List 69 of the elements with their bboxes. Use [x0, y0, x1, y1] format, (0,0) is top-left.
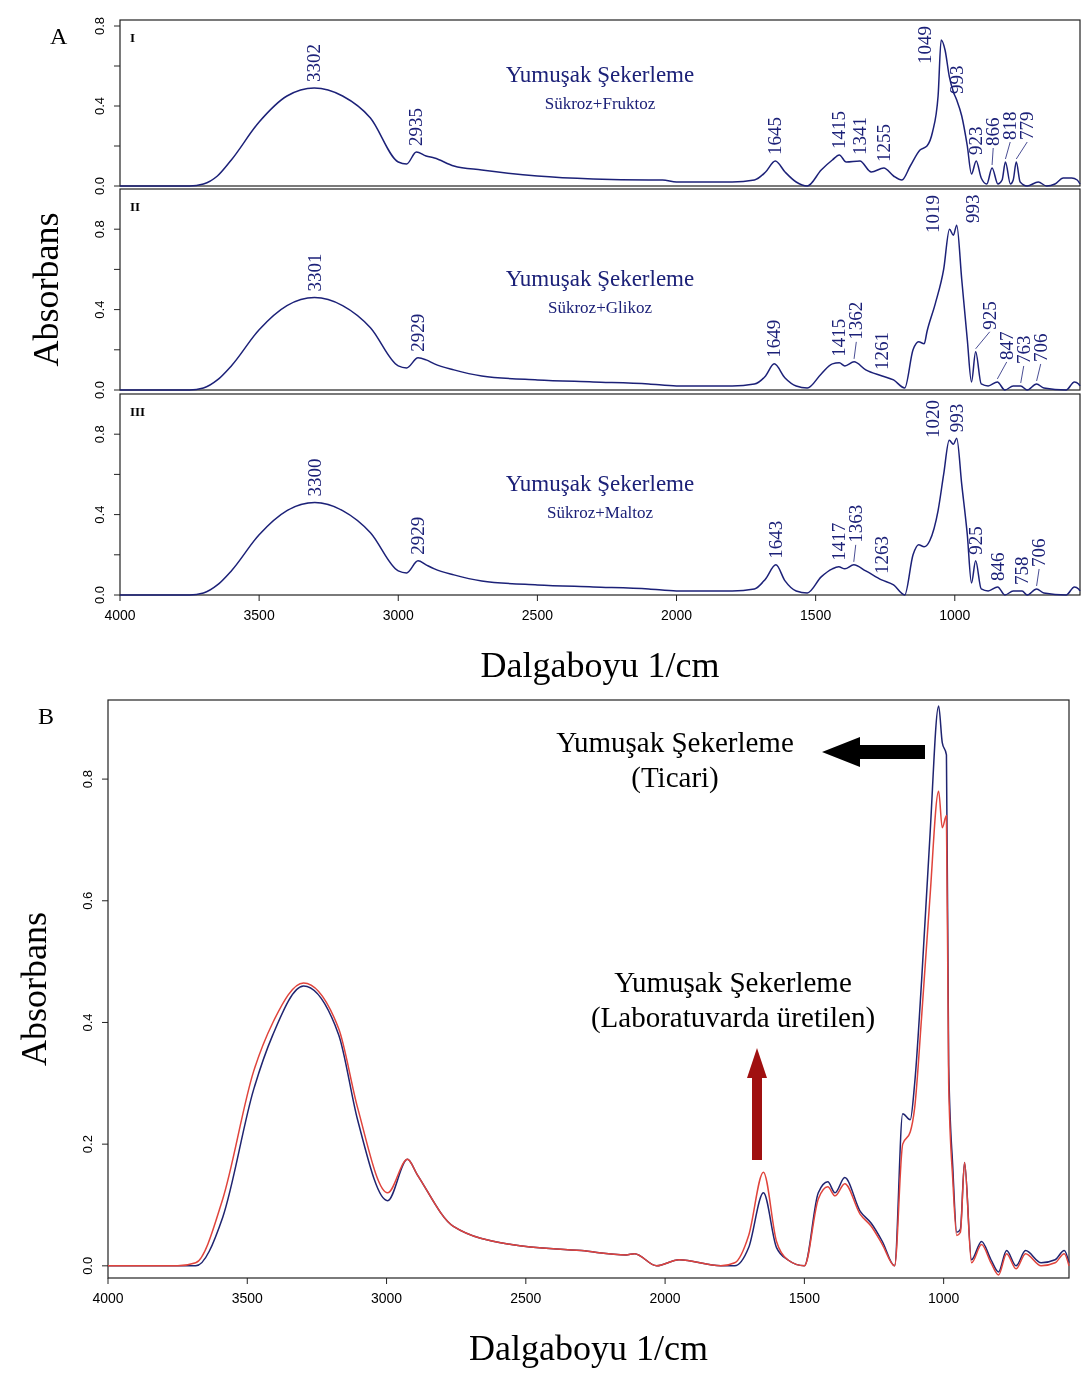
y-tick-label: 0.6 — [80, 891, 95, 910]
annotation: Yumuşak Şekerleme (Laboratuvarda üretilen) — [590, 966, 876, 1034]
y-tick-label: 0.8 — [92, 425, 107, 444]
y-tick-label: 0.0 — [92, 585, 107, 605]
y-axis-title: Absorbans — [14, 912, 54, 1066]
annotation: 3300 — [303, 458, 325, 497]
y-tick-label: 0.2 — [80, 1135, 95, 1154]
text: A — [50, 23, 68, 49]
x-tick-label: 1000 — [928, 1290, 960, 1306]
x-tick-label: 2500 — [510, 1290, 542, 1306]
x-tick-label: 2500 — [521, 607, 554, 623]
y-tick-label: 0.4 — [80, 1013, 95, 1032]
y-axis-title: Absorbans — [26, 212, 66, 367]
y-tick-label: 0.4 — [92, 300, 107, 319]
x-tick-label: 3000 — [370, 1290, 403, 1306]
line-series — [119, 437, 1081, 596]
y-tick-label: 0.4 — [92, 96, 107, 116]
text: Sükroz+Glikoz — [547, 298, 653, 317]
annotation: 2929 — [407, 516, 429, 555]
annotation: 2935 — [405, 108, 427, 146]
y-tick-label: 0.0 — [92, 380, 107, 400]
annotation: 993 — [961, 194, 983, 223]
text: B — [38, 703, 55, 729]
x-tick-label: 4000 — [92, 1290, 124, 1306]
annotation: 2929 — [407, 313, 429, 352]
y-tick-label: 0.8 — [92, 16, 107, 36]
annotation: 1649 — [763, 319, 785, 358]
text: Sükroz+Maltoz — [547, 503, 654, 522]
annotation: 1415 — [828, 111, 850, 149]
annotation: 1255 — [872, 124, 894, 162]
annotation: 1020 — [922, 400, 944, 438]
annotation: III — [130, 404, 146, 419]
annotation: 846 — [986, 552, 1008, 581]
x-tick-label: 2000 — [649, 1290, 681, 1306]
y-tick-label: 0.0 — [92, 176, 107, 196]
x-axis-title: Dalgaboyu 1/cm — [480, 645, 720, 685]
y-tick-label: 0.8 — [80, 770, 95, 789]
text: Yumuşak Şekerleme — [505, 266, 695, 291]
annotation: 3302 — [303, 44, 325, 82]
text: Yumuşak Şekerleme — [505, 471, 695, 496]
annotation: 1643 — [764, 520, 786, 559]
annotation: 1263 — [870, 535, 892, 574]
annotation: 1049 — [914, 26, 936, 64]
text: Sükroz+Fruktoz — [544, 94, 656, 113]
annotation: 925 — [964, 526, 986, 555]
x-axis-title: Dalgaboyu 1/cm — [469, 1328, 708, 1368]
annotation: 1341 — [848, 117, 870, 155]
y-tick-label: 0.4 — [92, 505, 107, 524]
annotation: 1645 — [764, 117, 786, 155]
annotation: II — [130, 199, 141, 214]
text: Yumuşak Şekerleme — [505, 62, 695, 87]
annotation: 1261 — [871, 331, 893, 370]
y-tick-label: 0.8 — [92, 220, 107, 239]
x-tick-label: 1500 — [800, 607, 832, 623]
x-tick-label: 1000 — [939, 607, 971, 623]
annotation: 925 — [978, 301, 1000, 330]
x-tick-label: 3500 — [231, 1290, 264, 1306]
x-tick-label: 3500 — [243, 607, 275, 623]
x-tick-label: 4000 — [104, 607, 136, 623]
x-tick-label: 2000 — [660, 607, 693, 623]
annotation: 993 — [945, 403, 967, 433]
annotation: 993 — [945, 65, 967, 94]
annotation: 1019 — [922, 195, 944, 233]
y-tick-label: 0.0 — [80, 1256, 95, 1275]
x-tick-label: 1500 — [788, 1290, 821, 1306]
annotation: I — [130, 30, 136, 45]
annotation: Yumuşak Şekerleme (Ticari) — [556, 726, 794, 794]
x-tick-label: 3000 — [382, 607, 415, 623]
annotation: 3301 — [303, 253, 325, 292]
